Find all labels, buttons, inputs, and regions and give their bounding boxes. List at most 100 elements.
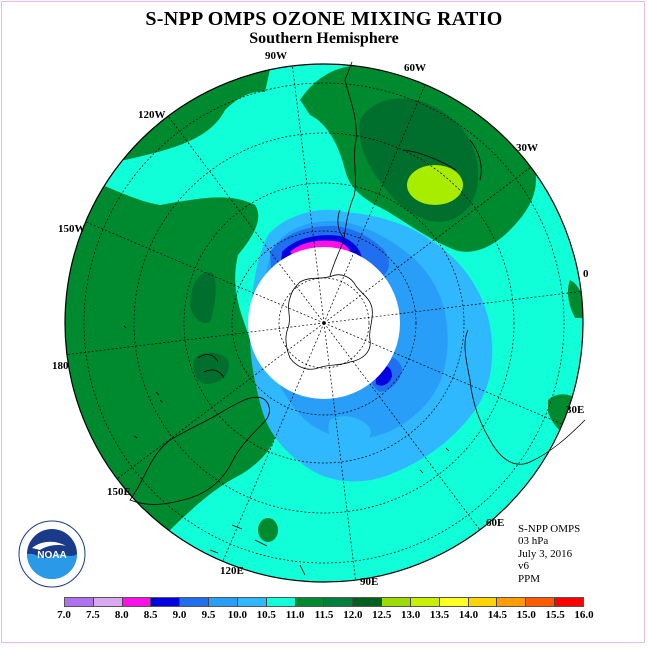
meridian-line-inner — [323, 322, 371, 384]
colorbar-tick-label: 14.0 — [458, 609, 479, 621]
meridian-line — [332, 398, 356, 581]
colorbar-tick-label: 10.0 — [227, 609, 247, 621]
label-90e: 90E — [360, 576, 379, 588]
info-level: 03 hPa — [518, 535, 549, 548]
colorbar-tick-label: 10.5 — [256, 609, 276, 621]
colorbar-cell — [410, 598, 440, 606]
label-150w: 150W — [58, 223, 86, 235]
colorbar-tick-label: 13.5 — [429, 609, 450, 621]
colorbar-cell — [295, 598, 325, 606]
field-green-edge-east — [567, 280, 583, 318]
colorbar-cell — [151, 598, 181, 606]
meridian-lines — [66, 65, 582, 581]
colorbar-tick-label: 8.5 — [143, 609, 158, 621]
colorbar-tick-label: 11.5 — [314, 609, 334, 621]
info-block: S-NPP OMPS 03 hPa July 3, 2016 v6 PPM — [518, 523, 580, 585]
meridian-line-inner — [323, 313, 400, 324]
label-180: 180 — [52, 360, 69, 372]
coast-islands — [123, 139, 482, 576]
meridian-line — [399, 291, 582, 315]
coast-antarctica — [285, 239, 373, 370]
colorbar-cell — [526, 598, 556, 606]
colorbar-cell — [497, 598, 527, 606]
info-version: v6 — [518, 560, 529, 573]
colorbar-tick-label: 13.0 — [401, 609, 421, 621]
field-dark-green-patch1 — [190, 272, 216, 324]
label-0: 0 — [583, 268, 589, 280]
label-90w: 90W — [265, 50, 287, 62]
meridian-line — [393, 352, 563, 425]
colorbar-cell — [468, 598, 498, 606]
colorbar-tick-label: 9.0 — [172, 609, 187, 621]
meridian-line-inner — [314, 247, 325, 324]
meridian-line-inner — [277, 262, 325, 324]
info-units: PPM — [518, 572, 541, 585]
label-120w: 120W — [138, 109, 166, 121]
meridian-line — [167, 115, 279, 263]
colorbar-tick-label: 15.5 — [545, 609, 565, 621]
colorbar-cell — [353, 598, 383, 606]
info-date: July 3, 2016 — [518, 547, 573, 560]
meridian-line-inner — [248, 322, 325, 333]
label-30e: 30E — [566, 404, 585, 416]
noaa-logo: NOAA — [18, 520, 86, 588]
meridian-line — [384, 166, 532, 278]
colorbar — [64, 597, 584, 607]
colorbar-tick-label: 12.5 — [372, 609, 392, 621]
meridian-line-inner — [323, 276, 385, 324]
colorbar-tick-label: 7.0 — [57, 609, 71, 621]
south-pole-point — [322, 321, 326, 325]
meridian-line — [222, 392, 295, 562]
label-60e: 60E — [486, 517, 505, 529]
colorbar-tick-label: 12.0 — [343, 609, 363, 621]
colorbar-cell — [237, 598, 267, 606]
colorbar-cell — [180, 598, 210, 606]
meridian-line — [85, 221, 255, 294]
meridian-line — [116, 368, 264, 480]
colorbar-tick-label: 16.0 — [574, 609, 594, 621]
info-instrument: S-NPP OMPS — [518, 523, 581, 535]
page-subtitle: Southern Hemisphere — [249, 30, 399, 47]
coast-new-zealand — [197, 354, 225, 379]
coast-africa — [464, 329, 586, 465]
map-boundary — [64, 63, 584, 583]
field-green-blob-south — [258, 518, 278, 542]
colorbar-cell — [266, 598, 296, 606]
label-120e: 120E — [220, 565, 244, 577]
field-light-blue-inner — [328, 416, 371, 448]
colorbar-cell — [555, 598, 583, 606]
field-green-west — [65, 64, 279, 582]
field-lime-max — [407, 165, 463, 205]
colorbar-tick-label: 9.5 — [201, 609, 216, 621]
colorbar-cell — [209, 598, 238, 606]
colorbar-tick-label: 14.5 — [487, 609, 507, 621]
meridian-line-inner — [323, 252, 355, 324]
colorbar-cell — [93, 598, 123, 606]
colorbar-cell — [382, 598, 411, 606]
label-150e: 150E — [107, 486, 131, 498]
colorbar-tick-label: 15.0 — [516, 609, 536, 621]
meridian-line-inner — [293, 322, 325, 394]
colorbar-cell — [324, 598, 354, 606]
page-title: S-NPP OMPS OZONE MIXING RATIO — [145, 8, 503, 30]
coastlines — [123, 61, 586, 576]
meridian-line — [369, 383, 481, 531]
colorbar-tick-label: 7.5 — [86, 609, 100, 621]
label-60w: 60W — [404, 62, 426, 74]
logo-text: NOAA — [37, 550, 66, 561]
meridian-line — [353, 84, 426, 254]
meridian-line — [66, 331, 249, 355]
meridian-line-inner — [323, 322, 395, 354]
coast-australia — [129, 396, 270, 505]
colorbar-tick-label: 8.0 — [114, 609, 129, 621]
latitude-circles — [83, 82, 565, 564]
field-cyan-gap — [110, 128, 268, 197]
colorbar-tick-label: 11.0 — [285, 609, 305, 621]
meridian-line-inner — [263, 322, 325, 370]
coast-south-america — [337, 61, 357, 239]
colorbar-cell — [122, 598, 152, 606]
colorbar-cell — [439, 598, 469, 606]
colorbar-cell — [65, 598, 94, 606]
field-dark-green-patch2 — [193, 352, 229, 384]
